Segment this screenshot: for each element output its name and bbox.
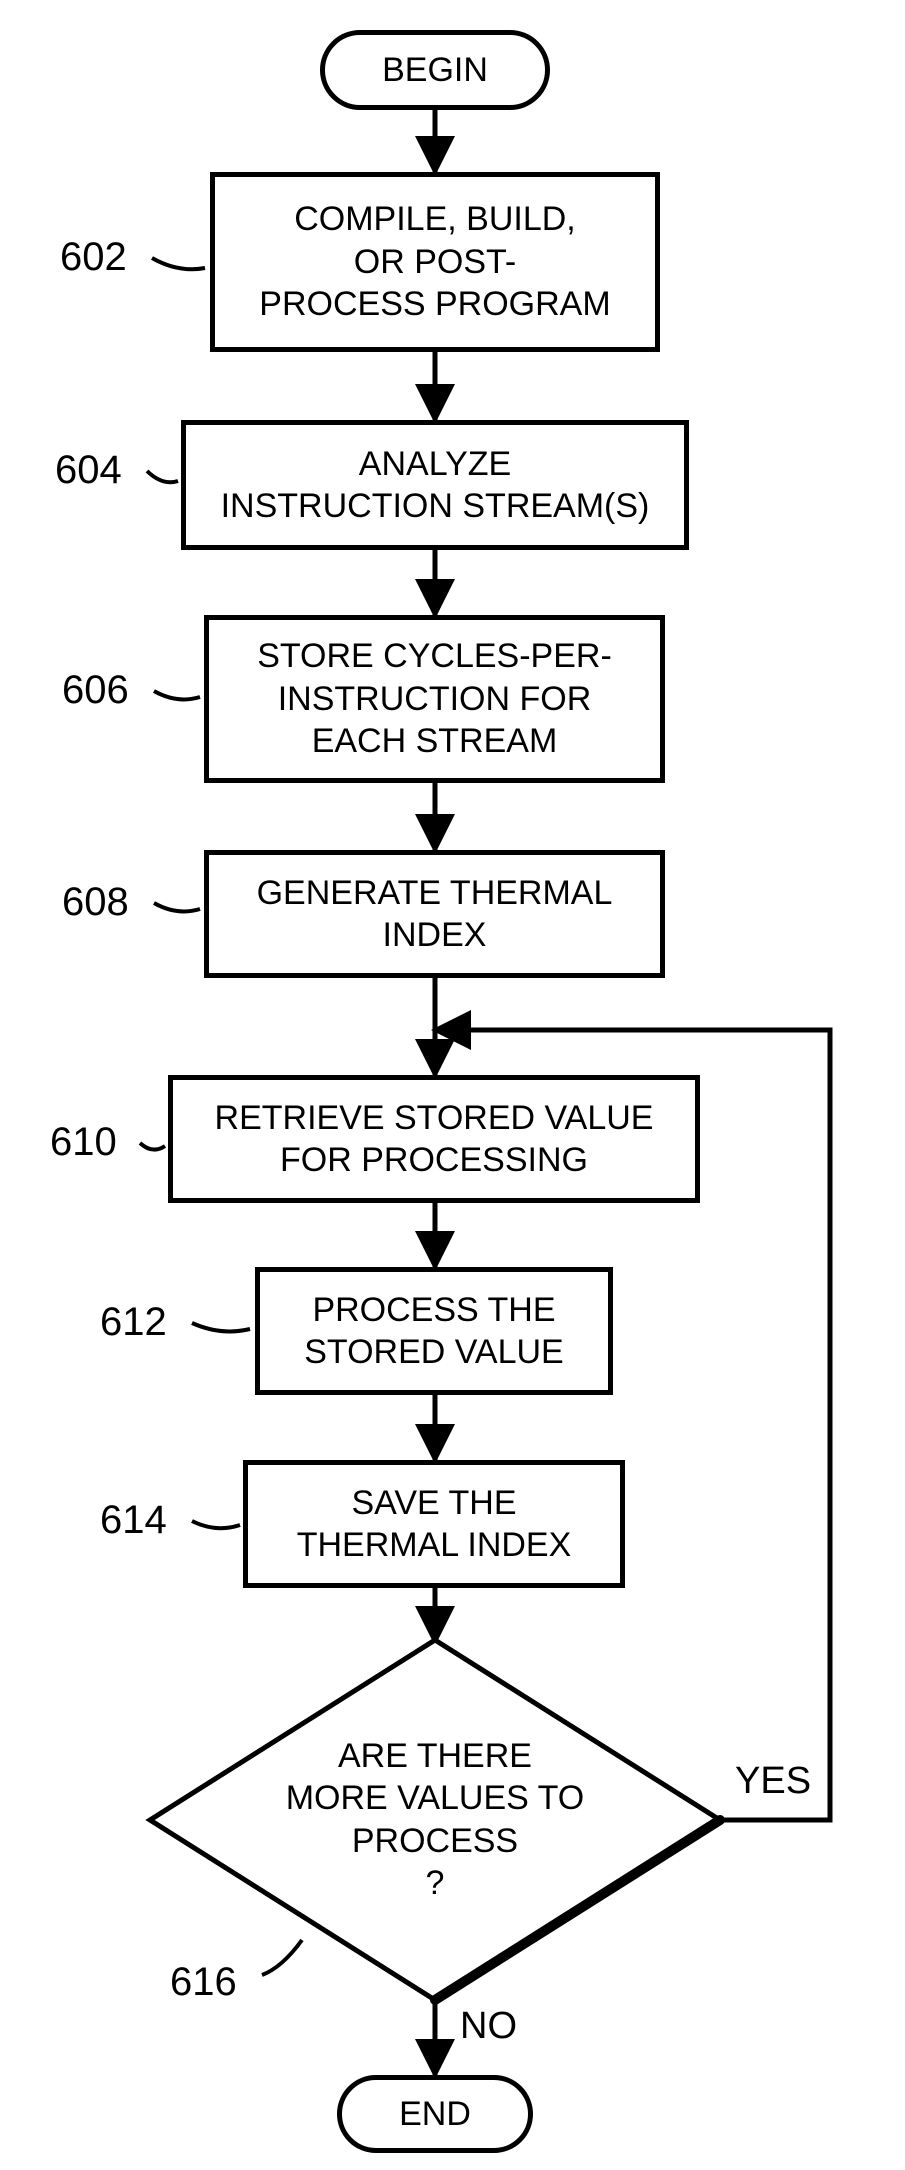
terminal-end-text: END (399, 2095, 471, 2134)
process-604-text: ANALYZEINSTRUCTION STREAM(S) (221, 443, 650, 528)
edge-label-no: NO (460, 2005, 517, 2048)
ref-label-612: 612 (100, 1300, 167, 1345)
flowchart-canvas: BEGIN END COMPILE, BUILD,OR POST-PROCESS… (0, 0, 905, 2170)
process-610-text: RETRIEVE STORED VALUEFOR PROCESSING (215, 1097, 654, 1182)
process-608: GENERATE THERMALINDEX (204, 850, 665, 978)
process-604: ANALYZEINSTRUCTION STREAM(S) (181, 420, 689, 550)
ref-label-602: 602 (60, 235, 127, 280)
decision-616-text-wrap: ARE THEREMORE VALUES TOPROCESS? (258, 1708, 611, 1931)
terminal-end: END (337, 2075, 533, 2153)
ref-label-610: 610 (50, 1120, 117, 1165)
terminal-begin: BEGIN (320, 30, 550, 110)
process-614: SAVE THETHERMAL INDEX (243, 1460, 625, 1588)
edge-label-yes: YES (735, 1760, 811, 1803)
process-606: STORE CYCLES-PER-INSTRUCTION FOREACH STR… (204, 615, 665, 783)
ref-label-608: 608 (62, 880, 129, 925)
process-612-text: PROCESS THESTORED VALUE (304, 1289, 563, 1374)
process-606-text: STORE CYCLES-PER-INSTRUCTION FOREACH STR… (257, 635, 612, 763)
ref-label-616: 616 (170, 1960, 237, 2005)
process-612: PROCESS THESTORED VALUE (255, 1267, 613, 1395)
process-614-text: SAVE THETHERMAL INDEX (297, 1482, 572, 1567)
process-610: RETRIEVE STORED VALUEFOR PROCESSING (168, 1075, 700, 1203)
decision-616-text: ARE THEREMORE VALUES TOPROCESS? (286, 1735, 585, 1905)
process-608-text: GENERATE THERMALINDEX (257, 872, 613, 957)
process-602-text: COMPILE, BUILD,OR POST-PROCESS PROGRAM (259, 198, 610, 326)
terminal-begin-text: BEGIN (382, 51, 488, 90)
process-602: COMPILE, BUILD,OR POST-PROCESS PROGRAM (210, 172, 660, 352)
ref-label-606: 606 (62, 668, 129, 713)
ref-label-604: 604 (55, 448, 122, 493)
ref-label-614: 614 (100, 1498, 167, 1543)
